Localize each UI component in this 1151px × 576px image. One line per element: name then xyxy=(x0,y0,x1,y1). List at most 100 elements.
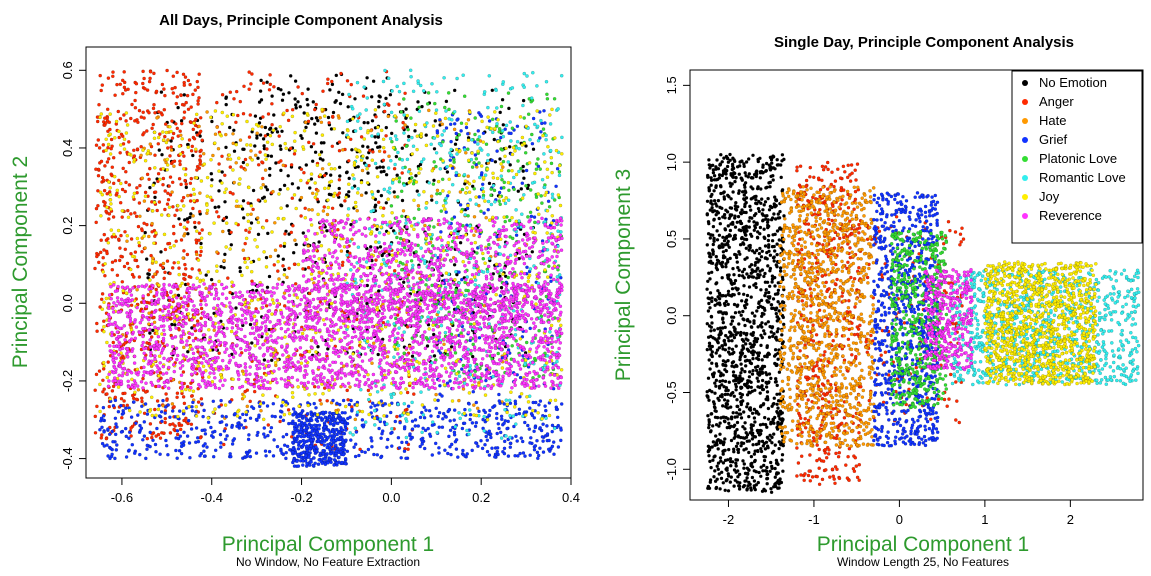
point xyxy=(159,213,164,217)
point xyxy=(193,117,198,122)
point xyxy=(432,178,436,183)
point xyxy=(268,73,272,77)
point xyxy=(113,258,118,263)
point xyxy=(206,416,211,420)
point xyxy=(132,154,137,158)
point xyxy=(212,221,216,225)
point xyxy=(158,452,162,457)
point xyxy=(416,79,420,83)
point xyxy=(344,195,348,200)
point xyxy=(105,118,110,123)
point xyxy=(298,429,303,434)
point xyxy=(107,180,111,184)
point xyxy=(510,126,515,130)
point xyxy=(278,244,283,248)
point xyxy=(314,102,319,107)
point xyxy=(510,236,515,241)
point xyxy=(255,244,260,249)
point xyxy=(447,117,452,121)
point xyxy=(400,158,405,162)
point xyxy=(377,149,382,153)
point xyxy=(517,146,522,151)
point xyxy=(137,240,141,245)
point xyxy=(435,191,439,196)
point xyxy=(111,384,116,389)
point xyxy=(543,404,547,408)
point xyxy=(181,166,186,171)
point xyxy=(483,261,487,266)
point xyxy=(400,198,405,203)
point xyxy=(222,173,227,178)
point xyxy=(294,206,299,211)
point xyxy=(370,190,374,194)
point xyxy=(549,155,554,160)
point xyxy=(410,435,415,440)
point xyxy=(198,279,202,284)
point xyxy=(234,199,239,203)
point xyxy=(169,139,173,143)
point xyxy=(197,231,202,236)
point xyxy=(113,135,117,140)
point xyxy=(523,413,528,417)
point xyxy=(429,142,434,147)
point xyxy=(430,423,435,428)
point xyxy=(548,398,553,403)
point xyxy=(98,73,102,78)
point xyxy=(376,125,380,130)
point xyxy=(466,118,471,122)
point xyxy=(235,409,240,414)
point xyxy=(241,248,246,252)
point xyxy=(203,442,207,446)
point xyxy=(257,100,262,104)
point xyxy=(232,437,237,441)
point xyxy=(468,417,473,422)
point xyxy=(162,232,167,237)
point xyxy=(434,164,438,169)
point xyxy=(369,209,374,214)
point xyxy=(156,432,161,437)
point xyxy=(161,265,165,270)
point xyxy=(350,107,355,111)
point xyxy=(224,423,229,427)
point xyxy=(307,207,311,212)
point xyxy=(146,275,150,280)
point xyxy=(359,180,364,185)
point xyxy=(337,186,342,191)
point xyxy=(470,448,475,453)
point xyxy=(147,311,151,316)
point xyxy=(157,132,162,136)
point xyxy=(409,74,413,79)
point xyxy=(347,176,352,181)
point xyxy=(283,232,287,236)
point xyxy=(310,429,314,434)
point xyxy=(483,410,488,415)
point xyxy=(406,412,411,417)
point xyxy=(435,134,440,138)
point xyxy=(150,413,155,418)
point xyxy=(157,200,162,204)
point xyxy=(508,163,513,167)
point xyxy=(473,153,478,157)
point xyxy=(529,214,534,219)
point xyxy=(378,417,383,422)
point xyxy=(290,390,295,395)
point xyxy=(447,107,451,112)
point xyxy=(343,404,348,409)
point xyxy=(410,135,414,140)
point xyxy=(328,447,332,452)
point xyxy=(121,166,125,171)
point xyxy=(158,263,163,267)
point xyxy=(531,116,536,121)
point xyxy=(193,88,198,92)
point xyxy=(446,347,451,352)
point xyxy=(306,403,311,408)
point xyxy=(314,405,318,410)
point xyxy=(303,215,308,220)
point xyxy=(432,146,437,151)
point xyxy=(399,189,404,194)
point xyxy=(479,171,484,175)
point xyxy=(485,417,490,422)
point xyxy=(334,73,339,78)
point xyxy=(124,131,129,135)
point xyxy=(337,165,342,170)
